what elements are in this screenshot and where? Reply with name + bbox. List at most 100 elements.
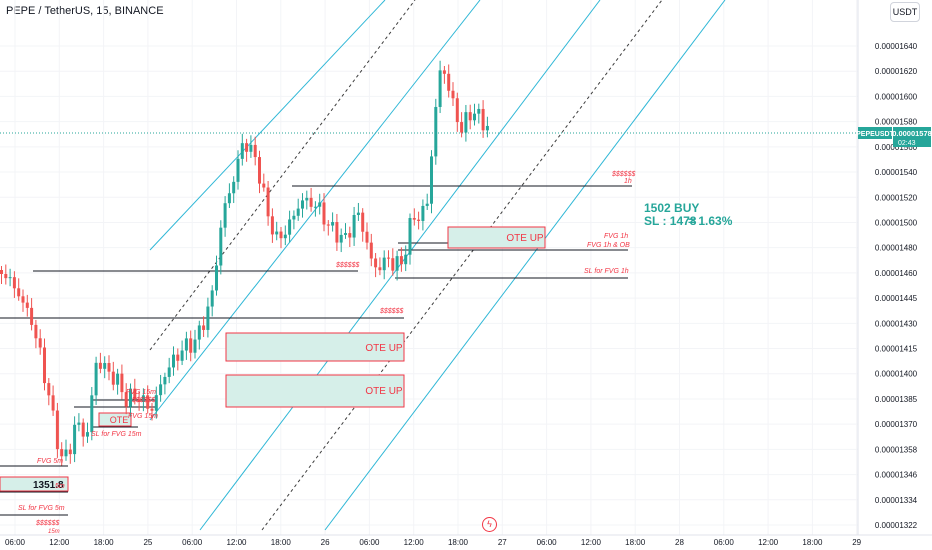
candle-body xyxy=(348,233,352,238)
y-tick-label: 0.00001370 xyxy=(875,420,918,429)
candle-body xyxy=(4,274,8,279)
candle-body xyxy=(425,203,429,206)
x-tick-label: 06:00 xyxy=(714,538,735,547)
candle-body xyxy=(412,218,416,220)
ote-box-2 xyxy=(225,332,405,362)
candle-body xyxy=(150,408,154,411)
candle-body xyxy=(25,302,29,308)
candle-body xyxy=(455,98,459,123)
candle-body xyxy=(309,197,313,207)
time-axis[interactable]: 06:00 12:00 18:00 25 06:00 12:00 18:00 26 06:00 1… xyxy=(0,534,932,547)
ote-boxes: OTE UP OTE UP OTE UP OTE xyxy=(0,226,546,492)
price-tag-price: 0.00001578 xyxy=(892,129,932,138)
candle-body xyxy=(103,363,107,369)
x-tick-label: 27 xyxy=(498,538,507,547)
ote-box-3-label: OTE UP xyxy=(365,386,403,397)
channel-line-2 xyxy=(149,0,416,351)
candle-body xyxy=(12,277,16,289)
candle-body xyxy=(223,203,227,228)
candle-body xyxy=(8,277,12,279)
label-liq-2: $$$$$$ xyxy=(335,262,359,269)
x-tick-label: 12:00 xyxy=(581,538,602,547)
label-fvg-15m-b: FVG 15m xyxy=(128,413,158,420)
candle-body xyxy=(193,339,197,353)
candle-body xyxy=(98,362,102,369)
label-sl-fvg-1h: SL for FVG 1h xyxy=(584,268,629,275)
candle-body xyxy=(133,388,137,400)
label-liq-5: $$$$$$ xyxy=(131,397,155,404)
candles xyxy=(0,60,489,466)
trade-note-line2: SL : 1478 xyxy=(644,214,697,228)
price-tag-countdown: 02:43 xyxy=(898,140,916,147)
grid xyxy=(0,0,858,535)
candle-body xyxy=(352,215,356,238)
label-sl-fvg-15m: SL for FVG 15m xyxy=(91,431,142,438)
candle-body xyxy=(47,383,51,396)
label-liq-4: $$$$$$ xyxy=(35,520,59,527)
candle-body xyxy=(90,395,94,433)
candle-body xyxy=(227,193,231,204)
candle-body xyxy=(245,143,249,152)
candle-body xyxy=(313,206,317,208)
y-tick-label: 0.00001460 xyxy=(875,269,918,278)
candle-body xyxy=(94,362,98,396)
candle-body xyxy=(232,181,236,194)
candle-body xyxy=(249,144,253,152)
channel-line-5 xyxy=(261,0,663,531)
x-tick-label: 18:00 xyxy=(271,538,292,547)
candle-body xyxy=(253,144,257,158)
candle-body xyxy=(210,290,214,307)
candle-body xyxy=(335,222,339,243)
candle-body xyxy=(292,215,296,220)
y-tick-label: 0.00001560 xyxy=(875,143,918,152)
candle-body xyxy=(391,258,395,271)
y-tick-label: 0.00001480 xyxy=(875,244,918,253)
currency-button[interactable]: USDT xyxy=(890,2,920,22)
label-sl-fvg-5m: SL for FVG 5m xyxy=(18,505,65,512)
label-fvg-15m-a: FVG 15m xyxy=(126,389,156,396)
box-1351 xyxy=(0,476,69,492)
candle-body xyxy=(421,205,425,221)
candle-body xyxy=(468,112,472,121)
y-tick-label: 0.00001358 xyxy=(875,445,918,454)
candle-body xyxy=(172,354,175,368)
candle-body xyxy=(266,187,270,217)
x-tick-label: 18:00 xyxy=(448,538,469,547)
candle-body xyxy=(202,325,206,330)
candle-body xyxy=(176,354,180,361)
candle-body xyxy=(86,432,89,437)
candle-body xyxy=(473,113,476,121)
label-liq-3: $$$$$$ xyxy=(379,308,403,315)
candle-body xyxy=(464,112,468,133)
channel-line-4 xyxy=(199,0,601,531)
candle-body xyxy=(322,202,326,225)
x-tick-label: 06:00 xyxy=(5,538,26,547)
x-tick-label: 18:00 xyxy=(94,538,115,547)
candle-body xyxy=(301,200,304,209)
candle-body xyxy=(344,233,347,235)
label-liq-1: $$$$$$ xyxy=(611,171,635,178)
candle-body xyxy=(38,338,42,348)
candle-body xyxy=(219,227,223,266)
label-1h: 1h xyxy=(624,178,632,185)
y-tick-label: 0.00001445 xyxy=(875,294,918,303)
ote-box-2-label: OTE UP xyxy=(365,343,403,354)
x-tick-label: 12:00 xyxy=(404,538,425,547)
candle-body xyxy=(107,363,111,372)
candle-body xyxy=(34,324,38,339)
label-fvg-5m: FVG 5m xyxy=(37,458,63,465)
candle-body xyxy=(442,70,446,74)
candle-body xyxy=(73,424,77,455)
candle-body xyxy=(399,256,403,265)
y-tick-label: 0.00001415 xyxy=(875,345,918,354)
candle-body xyxy=(120,373,124,393)
x-tick-label: 12:00 xyxy=(226,538,247,547)
flash-icon[interactable]: ϟ xyxy=(482,517,497,532)
price-axis[interactable]: 0.00001640 0.00001620 0.00001600 0.00001580… xyxy=(857,0,918,535)
x-tick-label: 12:00 xyxy=(758,538,779,547)
y-tick-label: 0.00001430 xyxy=(875,319,918,328)
candle-body xyxy=(430,156,433,204)
candle-body xyxy=(77,422,81,425)
x-tick-label: 06:00 xyxy=(182,538,203,547)
